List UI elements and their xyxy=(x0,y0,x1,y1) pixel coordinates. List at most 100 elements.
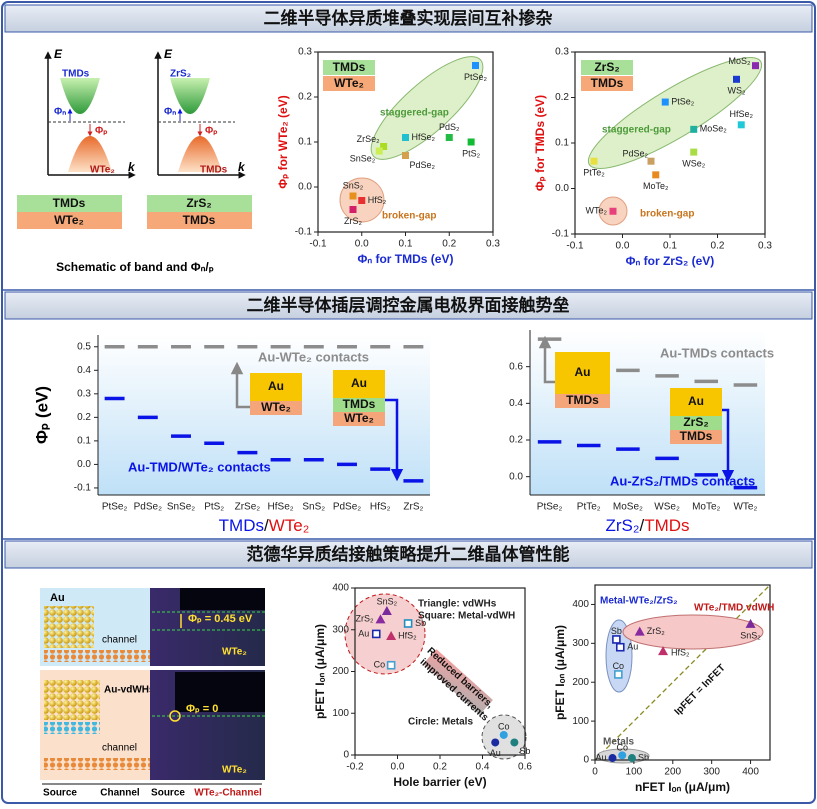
material-label: WTe₂ xyxy=(222,647,247,658)
point-label: SnSe₂ xyxy=(350,153,376,163)
reference-line xyxy=(594,584,771,761)
channel-layer xyxy=(44,650,150,662)
x-axis-title-part: TMDs xyxy=(219,516,264,535)
series-label: Au-ZrS₂/TMDs contacts xyxy=(610,473,755,488)
legend-box xyxy=(323,76,375,91)
axis-label: E xyxy=(54,47,63,61)
point-label: ZrS₂ xyxy=(647,626,665,636)
annotation: Triangle: vdWHs xyxy=(418,599,497,610)
x-tick-label: 0.3 xyxy=(486,239,500,250)
arrow xyxy=(721,408,735,483)
layer-box xyxy=(17,212,122,229)
x-tick-label: WSe₂ xyxy=(654,502,680,513)
point xyxy=(661,98,669,106)
x-axis-title-part: ZrS₂ xyxy=(605,516,639,535)
x-tick-label: 0.0 xyxy=(355,239,369,250)
annotation: Square: Metal-vdWH xyxy=(418,611,515,622)
layer-label: TMDs xyxy=(183,213,216,227)
x-tick-label: PtTe₂ xyxy=(577,502,601,513)
section-title: 范德华异质结接触策略提升二维晶体管性能 xyxy=(247,544,570,565)
x-tick-label: ZrSe₂ xyxy=(235,502,261,513)
x-tick-label: 400 xyxy=(742,767,759,778)
point xyxy=(467,138,475,146)
point-label: MoTe₂ xyxy=(643,181,669,191)
x-tick-label: 300 xyxy=(703,767,720,778)
point xyxy=(375,614,386,624)
point xyxy=(690,125,698,133)
x-axis-title: ZrS₂/TMDs xyxy=(605,516,689,535)
chart: -0.1 0.0 0.1 0.2 0.3 -0.1 0.0 0.1 0.2 0.3 Φₙ for T… xyxy=(276,47,500,267)
x-tick-label: 0.1 xyxy=(399,239,413,250)
annotation: broken-gap xyxy=(640,209,694,220)
x-tick-label: 0.2 xyxy=(711,241,725,252)
point xyxy=(403,619,413,628)
x-tick-label: PtSe₂ xyxy=(102,502,128,513)
point xyxy=(737,121,745,129)
series-label: Au-WTe₂ contacts xyxy=(258,349,369,364)
layer-box xyxy=(333,370,385,398)
point-label: PdS₂ xyxy=(439,122,460,132)
y-tick-label: -0.1 xyxy=(552,229,570,240)
point-label: Au xyxy=(490,748,501,758)
layer-label: TMDs xyxy=(680,429,713,443)
point xyxy=(627,754,636,763)
legend-label: TMDs xyxy=(591,76,624,90)
layer-label: ZrS₂ xyxy=(683,415,708,429)
layer-box xyxy=(333,398,385,412)
point xyxy=(614,670,623,679)
point xyxy=(349,192,357,200)
point xyxy=(371,629,381,639)
x-tick-label: 100 xyxy=(626,767,643,778)
point-label: ZrSe₂ xyxy=(357,134,381,144)
y-tick-label: 200 xyxy=(572,677,589,688)
point-label: HfS₂ xyxy=(368,195,387,205)
y-tick-label: 100 xyxy=(572,716,589,727)
point xyxy=(612,635,621,644)
point-label: WS₂ xyxy=(728,86,746,96)
layer-box xyxy=(333,412,385,426)
y-tick-label: 0.2 xyxy=(298,92,312,103)
point-label: Au xyxy=(627,642,638,652)
point-label: HfSe₂ xyxy=(729,109,753,119)
y-axis-title: pFET Iₒₙ (μA/μm) xyxy=(553,625,567,720)
layer-label: TMDs xyxy=(566,393,599,407)
point-label: SnS₂ xyxy=(377,596,398,606)
point xyxy=(375,147,383,155)
y-tick-label: 0.1 xyxy=(555,138,569,149)
annotation: staggered-gap xyxy=(380,108,449,119)
series-label: Au-TMD/WTe₂ contacts xyxy=(128,459,271,474)
point xyxy=(745,618,756,628)
point xyxy=(615,642,625,652)
x-tick-label: HfS₂ xyxy=(370,502,391,513)
point-label: HfS₂ xyxy=(671,647,690,657)
x-tick-label: -0.1 xyxy=(566,241,584,252)
point-label: Co xyxy=(374,660,386,670)
x-axis-title-part: TMDs xyxy=(644,516,689,535)
point xyxy=(499,730,508,739)
x-tick-label: PtS₂ xyxy=(204,502,224,513)
point xyxy=(349,206,357,213)
y-tick-label: 0.2 xyxy=(555,92,569,103)
x-axis-title: nFET Iₒₙ (μA/μm) xyxy=(635,780,730,794)
material-label: WTe₂ xyxy=(222,765,247,776)
y-tick-label: 300 xyxy=(332,624,349,635)
y-tick-label: 0.2 xyxy=(509,435,523,446)
point-label: Co xyxy=(616,743,628,753)
y-tick-label: 0.4 xyxy=(77,365,91,376)
trend-band xyxy=(423,649,493,715)
point xyxy=(634,626,645,636)
y-tick-label: -0.1 xyxy=(74,483,92,494)
annotation: Metal-WTe₂/ZrS₂ xyxy=(600,596,678,607)
header-bar xyxy=(4,291,813,320)
point-label: MoS₂ xyxy=(729,56,752,66)
y-axis-title: Φₚ for TMDs (eV) xyxy=(533,95,547,191)
layer-label: Au xyxy=(688,394,704,408)
point xyxy=(381,605,392,615)
section-title: 二维半导体异质堆叠实现层间互补掺杂 xyxy=(264,8,553,29)
point xyxy=(380,143,388,150)
vdw-layer xyxy=(44,722,100,734)
device-illustration: Au channel Φₚ = 0.45 eV WTe₂ Au-vdWHs ch… xyxy=(40,588,265,799)
point-label: ZrS₂ xyxy=(356,614,374,624)
